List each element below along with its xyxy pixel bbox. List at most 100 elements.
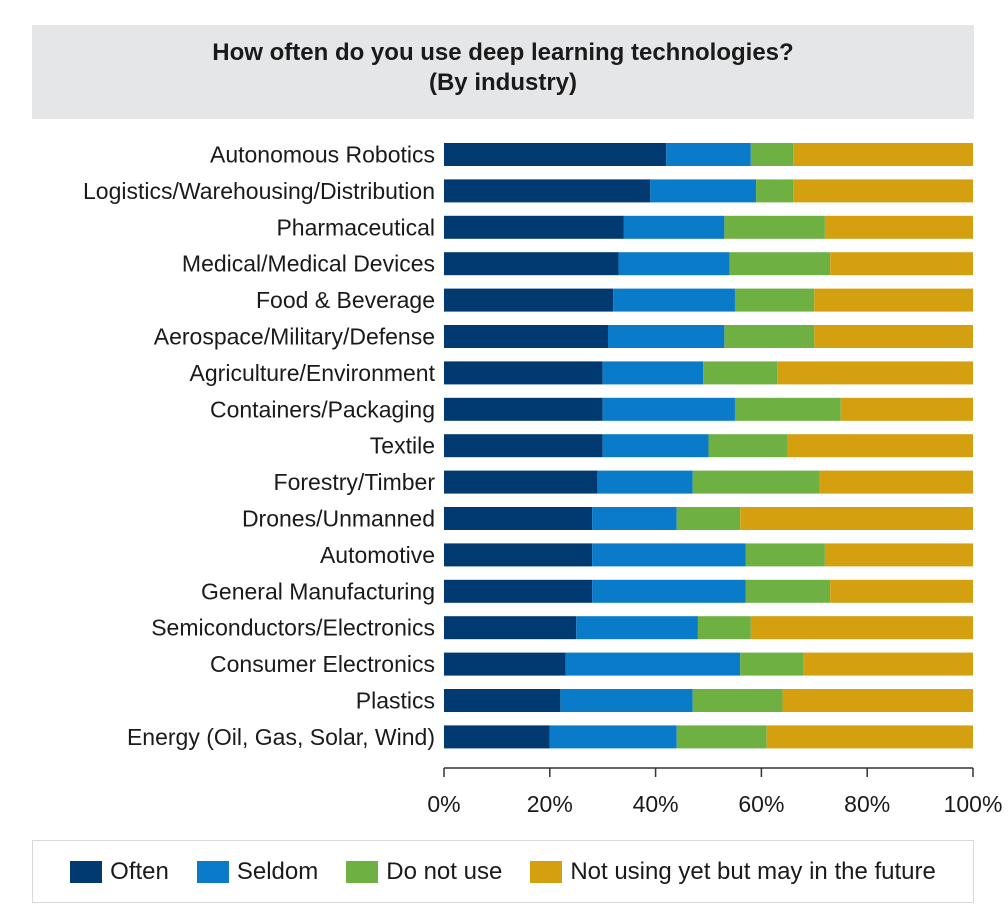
bar-do-not-use (676, 507, 741, 530)
category-label: Agriculture/Environment (190, 360, 436, 386)
category-label: Pharmaceutical (276, 214, 435, 240)
bar-seldom (592, 507, 677, 530)
bar-seldom (623, 215, 725, 239)
bar-do-not-use (692, 689, 783, 712)
bar-do-not-use (724, 325, 815, 348)
bar-often (444, 143, 667, 166)
bar-often (444, 252, 619, 276)
category-label: Automotive (320, 542, 435, 568)
category-label: General Manufacturing (201, 578, 435, 604)
legend-label-not-yet: Not using yet but may in the future (570, 857, 936, 885)
category-label: Autonomous Robotics (210, 142, 435, 168)
category-label: Forestry/Timber (274, 469, 436, 495)
bar-seldom (549, 725, 677, 749)
category-label: Aerospace/Military/Defense (154, 324, 435, 350)
bar-not-using-yet-but-may-in-the-future (819, 470, 973, 494)
bar-seldom (597, 470, 693, 494)
bar-seldom (618, 252, 730, 276)
category-label: Food & Beverage (256, 287, 435, 313)
bar-seldom (560, 689, 693, 712)
category-label: Plastics (356, 688, 435, 714)
bar-often (444, 434, 603, 458)
bar-do-not-use (745, 543, 825, 567)
bar-seldom (592, 543, 746, 567)
bar-seldom (666, 143, 751, 166)
category-label: Consumer Electronics (210, 651, 435, 677)
bar-do-not-use (734, 397, 841, 421)
bar-not-using-yet-but-may-in-the-future (766, 725, 973, 749)
bar-do-not-use (708, 434, 788, 458)
bar-not-using-yet-but-may-in-the-future (803, 652, 973, 676)
legend-item-often: Often (70, 858, 169, 886)
bar-often (444, 507, 593, 530)
bar-often (444, 215, 624, 239)
bar-do-not-use (676, 725, 767, 749)
bar-often (444, 616, 577, 640)
bar-often (444, 361, 603, 385)
bar-not-using-yet-but-may-in-the-future (830, 579, 973, 603)
bar-not-using-yet-but-may-in-the-future (793, 143, 973, 166)
bar-seldom (607, 325, 725, 348)
bar-seldom (602, 361, 704, 385)
bar-often (444, 288, 614, 312)
legend-item-seldom: Seldom (196, 857, 319, 886)
chart-title: How often do you use deep learning techn… (212, 39, 794, 66)
chart-title-box: How often do you use deep learning techn… (32, 25, 974, 119)
legend-swatch-often (70, 860, 103, 883)
bar-not-using-yet-but-may-in-the-future (824, 543, 973, 567)
chart-subtitle: (By industry) (428, 69, 577, 96)
bar-seldom (650, 179, 757, 203)
bar-do-not-use (697, 616, 751, 640)
bar-often (444, 725, 550, 749)
bar-not-using-yet-but-may-in-the-future (782, 689, 973, 712)
bar-do-not-use (703, 361, 778, 385)
legend-item-do-not-use: Do not use (346, 858, 502, 886)
x-tick-label: 80% (844, 791, 890, 817)
x-tick-label: 100% (944, 791, 1003, 817)
bar-do-not-use (745, 579, 831, 603)
category-label: Containers/Packaging (210, 396, 435, 422)
category-label: Drones/Unmanned (242, 506, 435, 532)
category-label: Medical/Medical Devices (182, 251, 435, 277)
bar-often (444, 325, 608, 348)
legend-label-seldom: Seldom (236, 857, 319, 885)
bar-do-not-use (740, 652, 804, 676)
bar-not-using-yet-but-may-in-the-future (793, 179, 973, 203)
bar-not-using-yet-but-may-in-the-future (814, 325, 973, 348)
bar-often (444, 689, 561, 712)
bar-do-not-use (724, 215, 825, 239)
x-tick-label: 40% (633, 791, 679, 817)
bar-often (444, 579, 593, 603)
category-label: Energy (Oil, Gas, Solar, Wind) (127, 724, 435, 750)
legend-label-do-not-use: Do not use (386, 857, 503, 885)
bar-seldom (613, 288, 735, 312)
bar-seldom (565, 652, 741, 676)
bar-not-using-yet-but-may-in-the-future (750, 616, 973, 640)
bar-often (444, 652, 566, 676)
bar-not-using-yet-but-may-in-the-future (840, 397, 973, 421)
category-label: Textile (370, 433, 435, 459)
bar-do-not-use (750, 143, 794, 166)
bar-not-using-yet-but-may-in-the-future (830, 252, 973, 276)
bar-seldom (602, 434, 709, 458)
legend-swatch-seldom (196, 860, 229, 883)
legend: Often Seldom Do not use Not using yet bu… (32, 840, 974, 903)
x-tick-label: 0% (427, 791, 460, 817)
bar-not-using-yet-but-may-in-the-future (740, 507, 973, 530)
bar-not-using-yet-but-may-in-the-future (777, 361, 973, 385)
bar-often (444, 397, 603, 421)
bar-seldom (592, 579, 746, 603)
category-label: Logistics/Warehousing/Distribution (83, 178, 435, 204)
bar-seldom (602, 397, 735, 421)
bar-not-using-yet-but-may-in-the-future (814, 288, 973, 312)
bar-do-not-use (734, 288, 815, 312)
bar-seldom (576, 616, 698, 640)
bar-do-not-use (729, 252, 831, 276)
legend-label-often: Often (110, 857, 169, 885)
bar-often (444, 179, 651, 203)
bar-do-not-use (756, 179, 794, 203)
bar-do-not-use (692, 470, 820, 494)
bar-not-using-yet-but-may-in-the-future (787, 434, 973, 458)
x-tick-label: 60% (738, 791, 784, 817)
category-label: Semiconductors/Electronics (151, 615, 435, 641)
